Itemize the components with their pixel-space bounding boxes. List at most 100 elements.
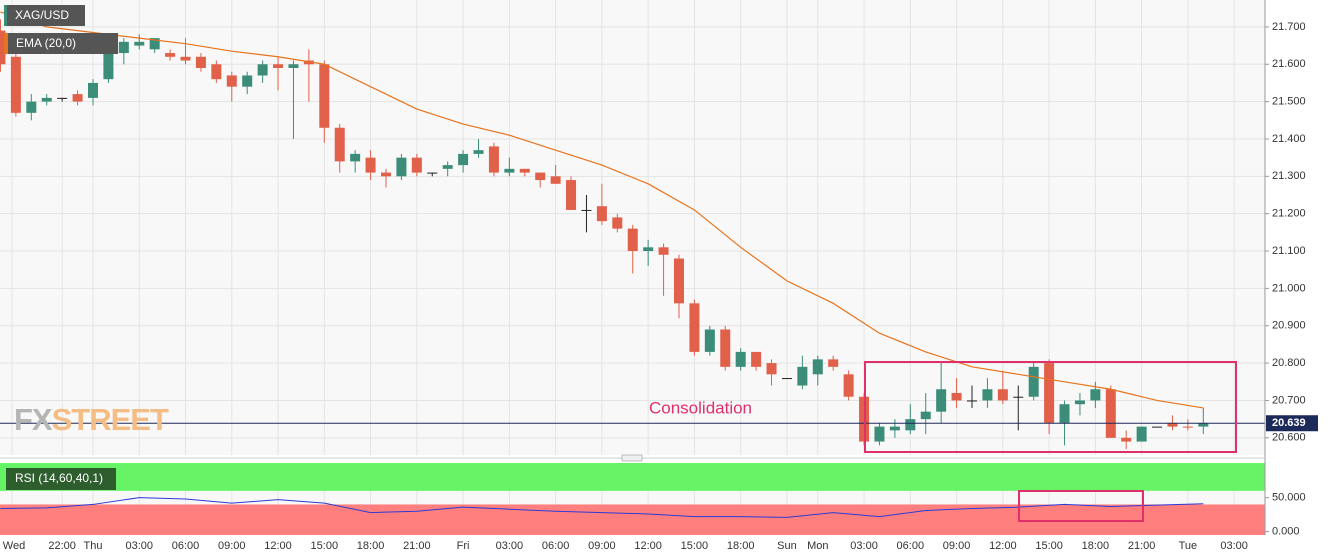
y-tick-label: 21.400 [1272,133,1306,145]
x-tick-label: 03:00 [496,540,524,552]
candle-body [966,400,977,402]
watermark-street: STREET [52,402,169,437]
candle-body [427,172,438,174]
candle-body [643,247,654,252]
candle-body [504,168,515,173]
y-tick-label: 21.600 [1272,58,1306,70]
candle-body [488,146,499,173]
annotation: Consolidation [649,398,752,417]
candle-body [41,97,52,102]
candle-body [1074,400,1085,405]
candle-body [103,53,114,80]
y-tick-label: 50.000 [1272,492,1306,504]
x-tick-label: 21:00 [403,540,431,552]
rsi-lower-zone [0,504,1265,535]
y-tick-label: 21.700 [1272,21,1306,33]
x-tick-label: Mon [807,540,828,552]
candle-body [766,363,777,375]
candle-body [1152,426,1163,428]
candle-body [550,176,561,184]
candle-body [26,101,37,113]
candle-body [288,64,299,68]
rsi-box [1018,490,1144,522]
ema-line [0,11,1204,409]
x-tick-label: Tue [1179,540,1198,552]
y-tick-label: 21.200 [1272,208,1306,220]
candle-body [350,153,361,162]
x-tick-label: 15:00 [1035,540,1063,552]
candle-body [519,168,530,173]
symbol-box [4,5,85,26]
last-price-box [1266,415,1318,432]
pane-handle[interactable] [621,454,643,462]
last-price-label: 20.639 [1272,417,1306,429]
candle-body [365,157,376,173]
candle-body [442,165,453,169]
y-tick-label: 21.300 [1272,170,1306,182]
candle-body [1013,396,1024,398]
candle-body [997,389,1008,401]
candle-body [1121,437,1132,442]
y-tick-label: 0.000 [1272,526,1300,538]
x-tick-label: 03:00 [1220,540,1248,552]
candle-body [689,303,700,352]
candle-body [951,392,962,401]
x-tick-label: 18:00 [727,540,755,552]
x-tick-label: 12:00 [989,540,1017,552]
candle-body [1090,389,1101,401]
x-tick-label: 03:00 [850,540,878,552]
symbol-label: XAG/USD [15,8,69,22]
watermark-fx: FX [14,402,53,437]
consolidation-box [864,361,1237,453]
x-tick-label: 09:00 [943,540,971,552]
rsi-line [0,497,1204,518]
candle-body [596,206,607,222]
x-tick-label: 09:00 [588,540,616,552]
candle-body [57,97,68,99]
x-tick-label: Wed [3,540,25,552]
rsi-upper-zone [0,463,1265,491]
x-tick-label: Thu [84,540,103,552]
x-tick-label: 21:00 [1128,540,1156,552]
candle-body [612,217,623,229]
candle-body [627,228,638,252]
y-tick-label: 20.600 [1272,432,1306,444]
candle-body [319,64,330,128]
candle-body [982,389,993,401]
candle-body [242,75,253,87]
x-tick-label: 15:00 [311,540,339,552]
x-tick-label: 06:00 [897,540,925,552]
candle-body [1136,426,1147,442]
ema-legend: EMA (20,0) [16,36,76,50]
candle-body [118,41,129,54]
candle-body [1044,363,1055,423]
candle-body [936,389,947,412]
candle-body [303,60,314,65]
candle-body [380,172,391,177]
marks-layer [0,11,1265,518]
candle-body [411,157,422,173]
candle-body [334,127,345,162]
candle-body [87,82,98,98]
candle-body [1105,389,1116,438]
candle-body [396,157,407,177]
x-tick-label: 12:00 [264,540,292,552]
x-tick-label: 03:00 [125,540,153,552]
rsi-zones [0,463,1265,535]
candle-body [704,329,715,352]
candle-body [1182,426,1193,428]
candle-body [566,180,577,210]
candle-body [797,366,808,386]
y-tick-label: 20.800 [1272,357,1306,369]
candle-body [673,258,684,304]
symbol-strip [4,5,7,26]
candle-body [273,64,284,68]
candle-body [1059,404,1070,423]
candle-body [257,64,268,76]
candle-body [735,351,746,367]
x-tick-label: 18:00 [1082,540,1110,552]
x-tick-label: Fri [457,540,470,552]
candle-body [751,351,762,367]
x-tick-label: 09:00 [218,540,246,552]
